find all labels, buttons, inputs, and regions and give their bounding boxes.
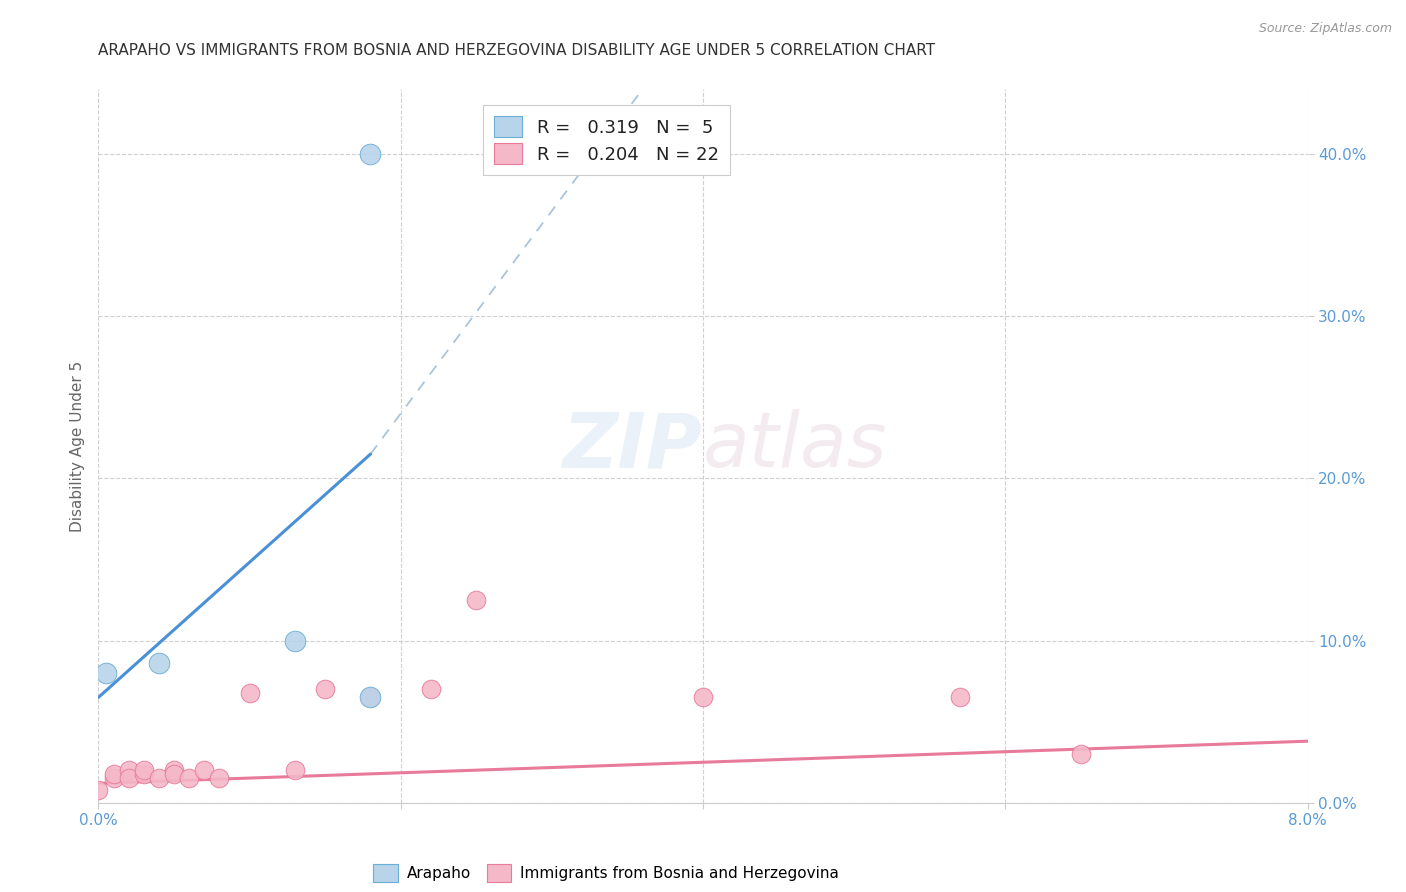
Point [284,764,307,778]
Point [103,766,125,780]
Point [284,633,307,648]
Point [118,772,141,786]
Point [314,682,336,697]
Point [193,764,215,778]
Point [132,766,155,780]
Point [148,657,170,671]
Point [132,764,155,778]
Point [1070,747,1092,761]
Text: ZIP: ZIP [564,409,703,483]
Point [359,690,381,705]
Point [465,593,488,607]
Legend: Arapaho, Immigrants from Bosnia and Herzegovina: Arapaho, Immigrants from Bosnia and Herz… [367,858,845,888]
Point [118,764,141,778]
Point [179,772,201,786]
Point [148,772,170,786]
Text: Source: ZipAtlas.com: Source: ZipAtlas.com [1258,22,1392,36]
Point [239,685,262,699]
Point [163,766,186,780]
Point [692,690,714,705]
Point [949,690,972,705]
Point [163,764,186,778]
Point [87,782,110,797]
Point [359,690,381,705]
Y-axis label: Disability Age Under 5: Disability Age Under 5 [69,360,84,532]
Point [419,682,441,697]
Point [94,666,117,681]
Text: atlas: atlas [703,409,887,483]
Point [208,772,231,786]
Point [103,772,125,786]
Text: ARAPAHO VS IMMIGRANTS FROM BOSNIA AND HERZEGOVINA DISABILITY AGE UNDER 5 CORRELA: ARAPAHO VS IMMIGRANTS FROM BOSNIA AND HE… [98,43,935,58]
Point [359,147,381,161]
